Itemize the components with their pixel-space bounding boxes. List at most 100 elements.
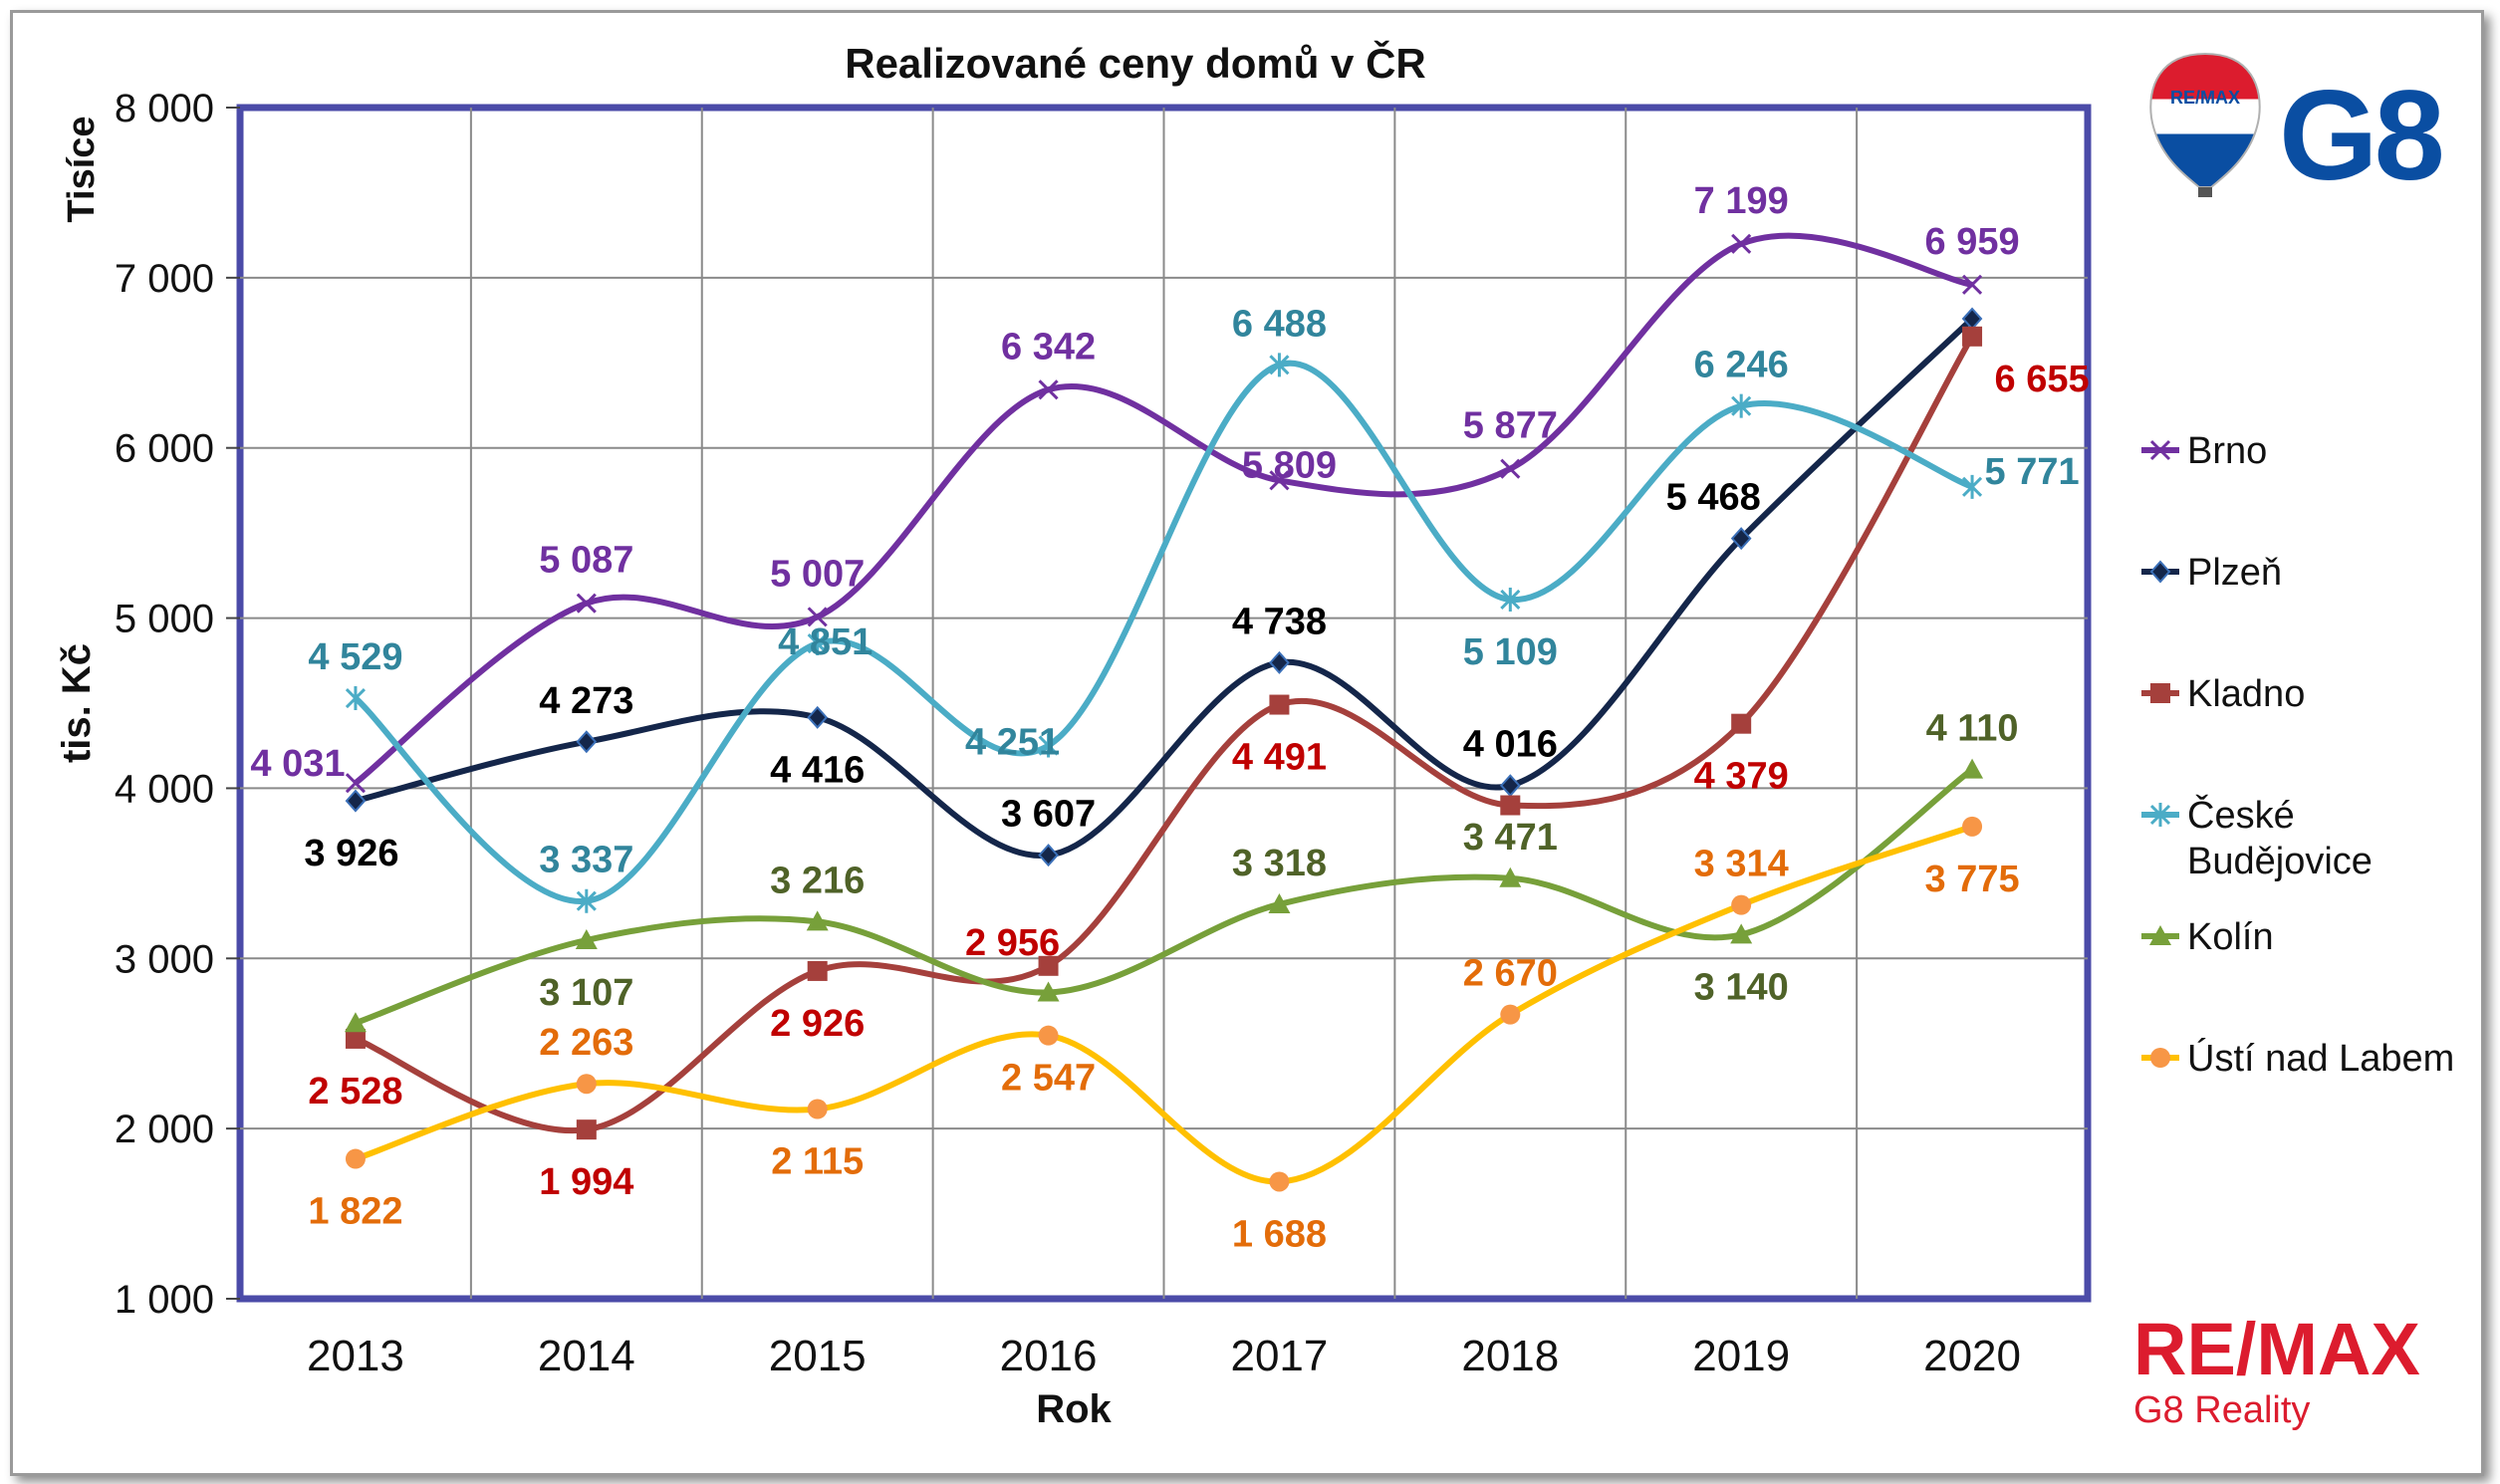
- y-tick-label: 5 000: [115, 598, 214, 641]
- data-label: 2 547: [1001, 1058, 1096, 1100]
- series-line-Plzeň: [355, 316, 1975, 859]
- diamond-marker: [1269, 650, 1290, 674]
- x-tick-label: 2017: [1230, 1332, 1328, 1380]
- star-marker: [2149, 803, 2171, 827]
- data-label: 5 468: [1666, 477, 1761, 519]
- y-axis-label: tis. Kč: [55, 643, 99, 763]
- star-marker: [576, 888, 597, 913]
- x-marker: [1961, 274, 1983, 295]
- square-marker: [1269, 694, 1290, 715]
- triangle-marker: [2149, 925, 2171, 945]
- balloon-text: RE/MAX: [2170, 88, 2240, 108]
- g8-logo-text: G8: [2279, 65, 2442, 207]
- square-marker: [345, 1028, 366, 1049]
- legend-entry: Ústí nad Labem: [2187, 1037, 2454, 1080]
- diamond-marker: [345, 789, 367, 813]
- star-marker: [1500, 587, 1521, 612]
- x-marker: [345, 773, 366, 794]
- data-label: 2 528: [308, 1071, 402, 1113]
- square-marker: [807, 960, 828, 981]
- data-label: 6 488: [1232, 303, 1327, 345]
- x-marker: [1500, 458, 1521, 479]
- triangle-marker: [575, 929, 598, 950]
- star-marker: [1038, 733, 1059, 758]
- data-label: 4 110: [1926, 708, 2019, 750]
- data-label: 4 251: [965, 722, 1060, 764]
- data-label: 4 273: [539, 680, 633, 722]
- data-label: 4 416: [770, 749, 865, 791]
- data-label: 4 738: [1232, 601, 1327, 642]
- data-label: 6 342: [1001, 326, 1096, 368]
- legend-entry: České: [2187, 793, 2295, 837]
- y-tick-label: 2 000: [115, 1108, 214, 1151]
- data-label: 4 529: [308, 636, 402, 678]
- y-tick-label: 1 000: [115, 1278, 214, 1322]
- star-marker: [345, 686, 366, 711]
- data-label: 2 670: [1463, 953, 1558, 995]
- series-line-České Budějovice: [353, 360, 1974, 904]
- circle-marker: [2150, 1048, 2170, 1068]
- circle-marker: [576, 1074, 597, 1095]
- series-line-Kolín: [354, 767, 1974, 1027]
- x-marker: [1731, 233, 1752, 254]
- diamond-marker: [1038, 844, 1059, 867]
- triangle-marker: [806, 910, 829, 931]
- x-tick-label: 2013: [307, 1332, 404, 1380]
- data-label: 3 216: [770, 860, 865, 901]
- circle-marker: [1038, 1025, 1059, 1046]
- star-marker: [1961, 474, 1983, 499]
- data-label: 3 140: [1694, 966, 1789, 1008]
- data-label: 5 809: [1242, 444, 1337, 486]
- data-label: 4 851: [778, 621, 873, 663]
- data-label: 5 087: [539, 540, 633, 582]
- data-label: 3 926: [304, 833, 398, 874]
- data-label: 4 031: [250, 743, 345, 785]
- x-axis-ticks: 2013 2014 2015 2016 2017 2018 2019 2020: [307, 1332, 2021, 1380]
- triangle-marker: [344, 1012, 367, 1033]
- data-labels: 4 031 5 087 5 007 6 342 5 809 5 877 7 199 6 959…: [250, 180, 2089, 1256]
- legend-entry: Kladno: [2187, 673, 2305, 715]
- data-label: 4 016: [1463, 724, 1558, 766]
- series-line-Brno: [354, 232, 1973, 786]
- remax-g8-logo: RE/MAX G8: [2149, 52, 2446, 207]
- x-tick-label: 2015: [769, 1332, 867, 1380]
- triangle-marker: [1730, 923, 1753, 944]
- triangle-marker: [1268, 892, 1291, 913]
- data-label: 1 822: [308, 1191, 402, 1233]
- star-marker: [1269, 353, 1290, 377]
- triangle-marker: [1037, 981, 1060, 1002]
- x-axis-label: Rok: [1036, 1387, 1112, 1431]
- square-marker: [576, 1119, 597, 1140]
- diamond-marker: [576, 730, 598, 754]
- circle-marker: [1731, 894, 1752, 915]
- chart-title: Realizované ceny domů v ČR: [845, 39, 1426, 87]
- circle-marker: [345, 1148, 366, 1169]
- y-tick-label: 8 000: [115, 87, 214, 130]
- y-tick-label: 3 000: [115, 937, 214, 981]
- square-marker: [2150, 683, 2170, 703]
- circle-marker: [1269, 1171, 1290, 1192]
- star-marker: [807, 631, 828, 656]
- legend-entry: Budějovice: [2187, 841, 2373, 882]
- data-label: 2 263: [539, 1022, 633, 1064]
- data-label: 5 877: [1463, 405, 1558, 447]
- square-marker: [1038, 955, 1059, 976]
- brand-name: RE/MAX: [2133, 1308, 2420, 1390]
- star-marker: [1731, 393, 1752, 418]
- data-label: 3 607: [1001, 794, 1096, 836]
- series-markers: [344, 233, 1984, 1192]
- diamond-marker: [1730, 527, 1752, 551]
- data-label: 4 491: [1232, 737, 1327, 779]
- balloon-basket-icon: [2198, 187, 2212, 197]
- circle-marker: [1500, 1004, 1521, 1025]
- data-label: 3 775: [1925, 859, 2020, 900]
- y-tick-label: 4 000: [115, 767, 214, 811]
- x-marker: [1269, 470, 1290, 491]
- data-label: 5 771: [1985, 451, 2080, 493]
- legend-entry: Plzeň: [2187, 552, 2282, 594]
- y-axis-ticks: 1 000 2 000 3 000 4 000 5 000 6 000 7 000 8 000: [115, 87, 240, 1322]
- square-marker: [1500, 795, 1521, 816]
- y-unit-label: Tisíce: [61, 116, 103, 222]
- x-tick-label: 2019: [1692, 1332, 1790, 1380]
